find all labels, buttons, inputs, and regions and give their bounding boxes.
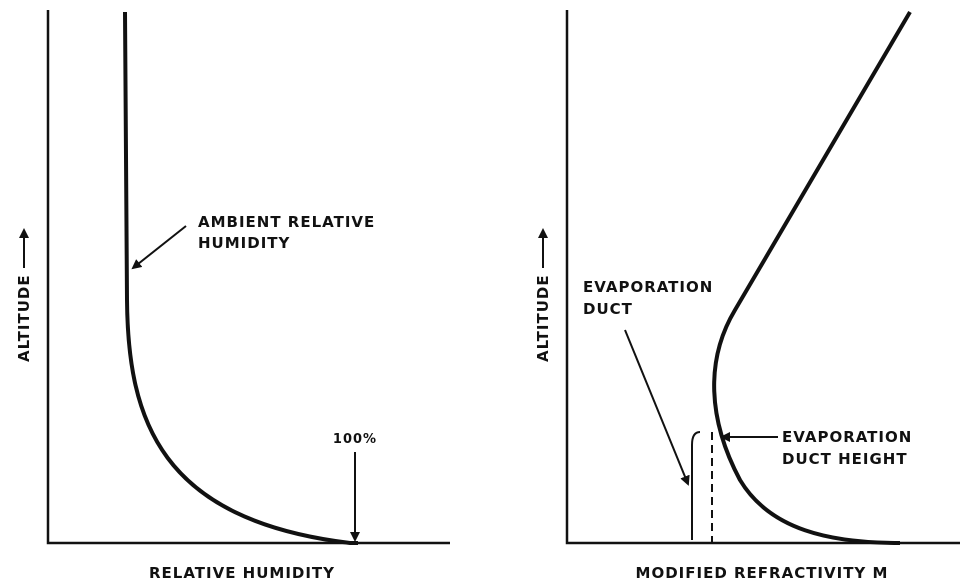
x-axis-label: RELATIVE HUMIDITY — [149, 564, 335, 582]
y-axis-label: ALTITUDE — [534, 274, 552, 362]
curve-label-line: AMBIENT RELATIVE — [198, 213, 375, 231]
curve-label-line: HUMIDITY — [198, 234, 291, 252]
axes — [46, 10, 450, 545]
duct-arrow — [624, 329, 690, 486]
y-axis-label: ALTITUDE — [15, 274, 33, 362]
duct-label-line: EVAPORATION — [583, 278, 713, 296]
duct-label-line: DUCT — [583, 300, 633, 318]
duct-bracket — [691, 431, 701, 540]
refractivity-curve — [712, 10, 912, 545]
height-label-line: DUCT HEIGHT — [782, 450, 908, 468]
axes — [565, 10, 960, 545]
left-panel: ALTITUDE AMBIENT RELATIVE HUMIDITY 100% … — [15, 10, 450, 582]
marker-label: 100% — [333, 432, 377, 447]
y-axis-label-group: ALTITUDE — [15, 228, 33, 362]
height-label-line: EVAPORATION — [782, 428, 912, 446]
x-axis-label: MODIFIED REFRACTIVITY M — [636, 564, 889, 582]
humidity-curve — [123, 11, 358, 545]
right-panel: ALTITUDE EVAPORATION DUCT EVAPORATION DU… — [534, 10, 960, 582]
y-axis-label-group: ALTITUDE — [534, 228, 552, 362]
leader-arrow — [131, 225, 187, 270]
